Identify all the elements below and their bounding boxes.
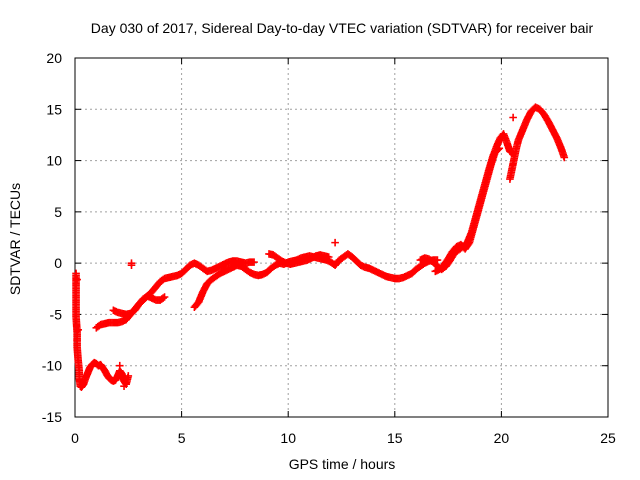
data-point xyxy=(324,253,333,261)
data-point xyxy=(74,326,82,334)
gridlines xyxy=(75,58,608,417)
data-point xyxy=(127,259,136,267)
y-tick-label: -5 xyxy=(50,306,63,322)
data-point xyxy=(494,145,503,154)
x-tick-label: 20 xyxy=(494,430,510,446)
data-point xyxy=(115,361,124,370)
y-tick-label: -10 xyxy=(42,358,62,374)
data-point xyxy=(120,382,128,391)
x-tick-label: 25 xyxy=(600,430,616,446)
x-tick-label: 5 xyxy=(178,430,186,446)
y-tick-label: 10 xyxy=(46,153,62,169)
data-points xyxy=(72,103,569,392)
data-point xyxy=(331,238,339,247)
data-point xyxy=(433,256,442,264)
data-point xyxy=(495,144,504,153)
x-tick-labels: 0 5 10 15 20 25 xyxy=(71,430,616,446)
data-point xyxy=(73,336,81,344)
y-tick-label: -15 xyxy=(42,409,62,425)
chart-title: Day 030 of 2017, Sidereal Day-to-day VTE… xyxy=(91,20,594,36)
x-tick-label: 15 xyxy=(387,430,403,446)
x-axis-label: GPS time / hours xyxy=(289,456,396,472)
y-axis-label: SDTVAR / TECUs xyxy=(7,183,23,295)
x-tick-label: 10 xyxy=(280,430,296,446)
y-tick-label: 0 xyxy=(54,255,62,271)
y-tick-label: 15 xyxy=(46,101,62,117)
x-tick-label: 0 xyxy=(71,430,79,446)
data-point xyxy=(250,258,258,266)
data-point xyxy=(72,269,80,278)
data-point xyxy=(560,153,569,162)
data-point xyxy=(124,372,133,380)
data-point xyxy=(73,275,81,284)
data-point xyxy=(509,113,517,122)
plot-frame xyxy=(74,57,609,418)
y-tick-label: 5 xyxy=(54,204,62,220)
y-tick-label: 20 xyxy=(46,50,62,66)
y-tick-labels: -15 -10 -5 0 5 10 15 20 xyxy=(42,50,62,425)
data-point xyxy=(160,293,169,301)
